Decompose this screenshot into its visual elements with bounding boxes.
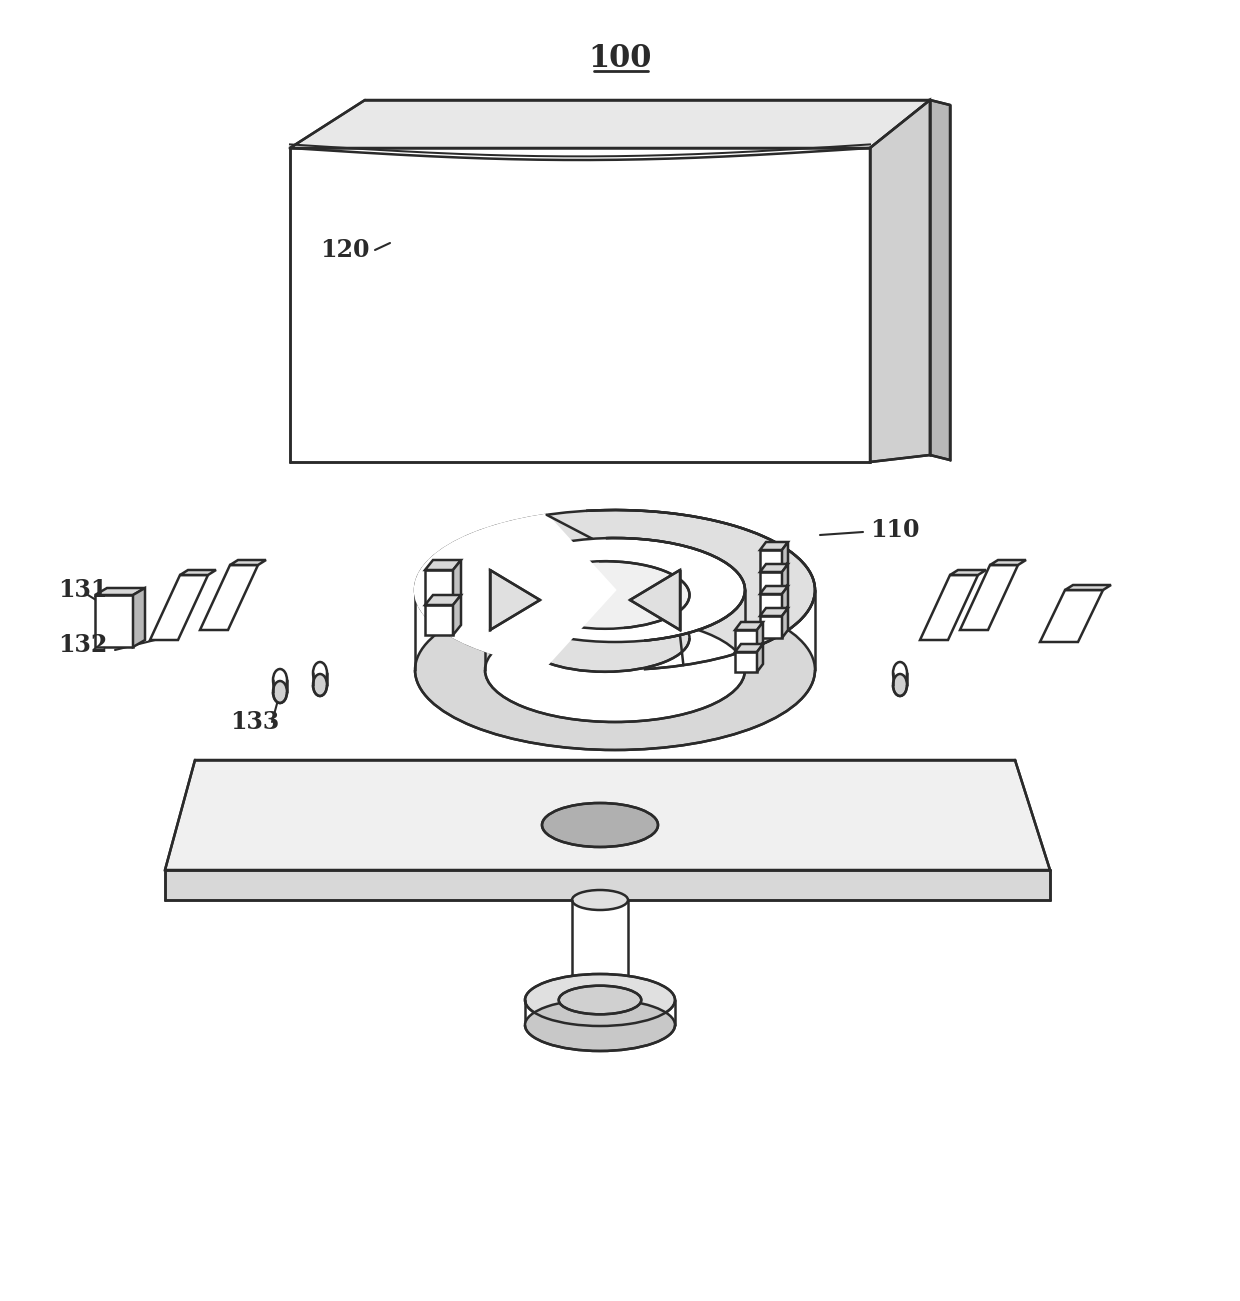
Polygon shape: [453, 559, 461, 605]
Polygon shape: [760, 565, 787, 572]
Polygon shape: [165, 870, 1050, 900]
Polygon shape: [425, 570, 453, 605]
Polygon shape: [760, 543, 787, 550]
Polygon shape: [782, 543, 787, 570]
Polygon shape: [760, 615, 782, 637]
Polygon shape: [930, 100, 950, 461]
Text: 132: 132: [58, 634, 108, 657]
Polygon shape: [760, 572, 782, 592]
Polygon shape: [290, 148, 870, 462]
Polygon shape: [165, 760, 1050, 870]
Polygon shape: [760, 608, 787, 615]
Polygon shape: [990, 559, 1025, 565]
Polygon shape: [735, 622, 763, 630]
Polygon shape: [920, 575, 978, 640]
Text: 120: 120: [320, 238, 370, 262]
Ellipse shape: [572, 985, 627, 1004]
Ellipse shape: [525, 999, 675, 1051]
Polygon shape: [415, 515, 615, 665]
Ellipse shape: [542, 803, 658, 847]
Polygon shape: [782, 585, 787, 614]
Text: 100: 100: [588, 43, 652, 73]
Ellipse shape: [415, 589, 815, 749]
Polygon shape: [490, 570, 539, 630]
Ellipse shape: [415, 510, 815, 670]
Polygon shape: [870, 100, 930, 462]
Polygon shape: [782, 608, 787, 637]
Text: 131: 131: [58, 578, 108, 602]
Ellipse shape: [312, 662, 327, 684]
Polygon shape: [735, 652, 756, 673]
Ellipse shape: [893, 662, 906, 684]
Polygon shape: [150, 575, 208, 640]
Polygon shape: [180, 570, 216, 575]
Polygon shape: [453, 595, 461, 635]
Polygon shape: [756, 644, 763, 673]
Ellipse shape: [559, 986, 641, 1015]
Polygon shape: [760, 595, 782, 614]
Polygon shape: [782, 565, 787, 592]
Polygon shape: [735, 630, 756, 650]
Ellipse shape: [893, 674, 906, 696]
Polygon shape: [756, 622, 763, 650]
Ellipse shape: [273, 680, 286, 703]
Polygon shape: [229, 559, 267, 565]
Polygon shape: [960, 565, 1018, 630]
Polygon shape: [425, 605, 453, 635]
Polygon shape: [95, 588, 145, 595]
Ellipse shape: [485, 618, 745, 722]
Polygon shape: [133, 588, 145, 647]
Polygon shape: [425, 595, 461, 605]
Polygon shape: [290, 100, 930, 148]
Ellipse shape: [312, 674, 327, 696]
Ellipse shape: [521, 604, 689, 671]
Ellipse shape: [572, 890, 627, 909]
Polygon shape: [760, 550, 782, 570]
Ellipse shape: [525, 974, 675, 1026]
Ellipse shape: [485, 539, 745, 641]
Polygon shape: [630, 570, 680, 630]
Polygon shape: [950, 570, 986, 575]
Polygon shape: [760, 585, 787, 595]
Polygon shape: [200, 565, 258, 630]
Text: 133: 133: [229, 710, 279, 734]
Text: 110: 110: [870, 518, 920, 543]
Polygon shape: [95, 595, 133, 647]
Ellipse shape: [521, 561, 689, 628]
Ellipse shape: [273, 669, 286, 691]
Polygon shape: [1040, 589, 1104, 641]
Polygon shape: [425, 559, 461, 570]
Polygon shape: [735, 644, 763, 652]
Polygon shape: [1065, 585, 1111, 589]
